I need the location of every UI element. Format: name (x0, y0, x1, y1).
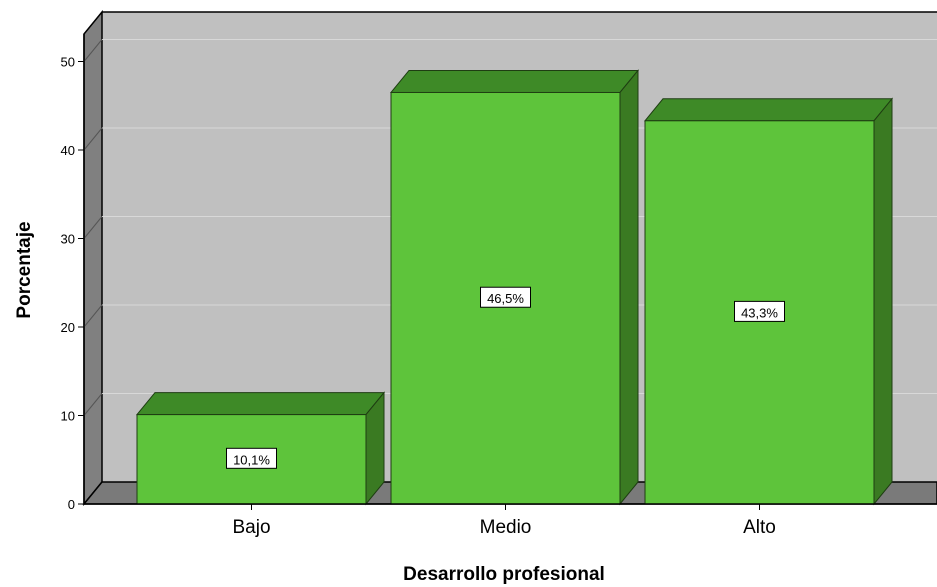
gridline-wall (83, 393, 103, 416)
y-axis-title: Porcentaje (14, 221, 35, 318)
bar-top (643, 98, 894, 122)
bar-bajo: 10,1% (135, 391, 386, 506)
x-tick-label: Bajo (232, 517, 270, 538)
bar-alto: 43,3% (643, 97, 894, 506)
y-tick-label: 20 (61, 320, 75, 335)
bar-top (389, 69, 640, 93)
y-tick-label: 0 (68, 497, 75, 512)
x-axis-ticks: Bajo Medio Alto (83, 34, 937, 538)
y-tick-label: 50 (61, 55, 75, 70)
left-wall (83, 9, 103, 507)
bar-side (619, 69, 639, 506)
bar-side (873, 97, 893, 506)
bar-medio: 46,5% (389, 69, 640, 506)
gridline-wall (83, 127, 103, 151)
x-tick-label: Alto (743, 517, 776, 538)
data-label-text: 10,1% (233, 452, 270, 467)
x-tick-label: Medio (480, 517, 532, 538)
data-label-text: 46,5% (487, 291, 524, 306)
data-label-box (480, 286, 531, 308)
gridline-wall (83, 39, 103, 62)
y-axis-ticks: 0 10 20 30 40 50 (61, 55, 84, 512)
bars: 10,1% 46,5% 43,3% (135, 69, 894, 506)
data-label-box (734, 300, 785, 322)
data-label: 46,5% (480, 286, 531, 308)
bar-top (135, 392, 386, 416)
data-label-text: 43,3% (741, 305, 778, 320)
data-label: 43,3% (734, 300, 785, 322)
y-tick-label: 40 (61, 143, 75, 158)
data-label: 10,1% (226, 447, 277, 469)
data-label-box (226, 447, 277, 469)
y-tick-label: 30 (61, 232, 75, 247)
gridline-wall (83, 304, 103, 328)
x-axis-title: Desarrollo profesional (403, 564, 605, 585)
gridline-wall (83, 216, 103, 239)
y-tick-label: 10 (61, 409, 75, 424)
